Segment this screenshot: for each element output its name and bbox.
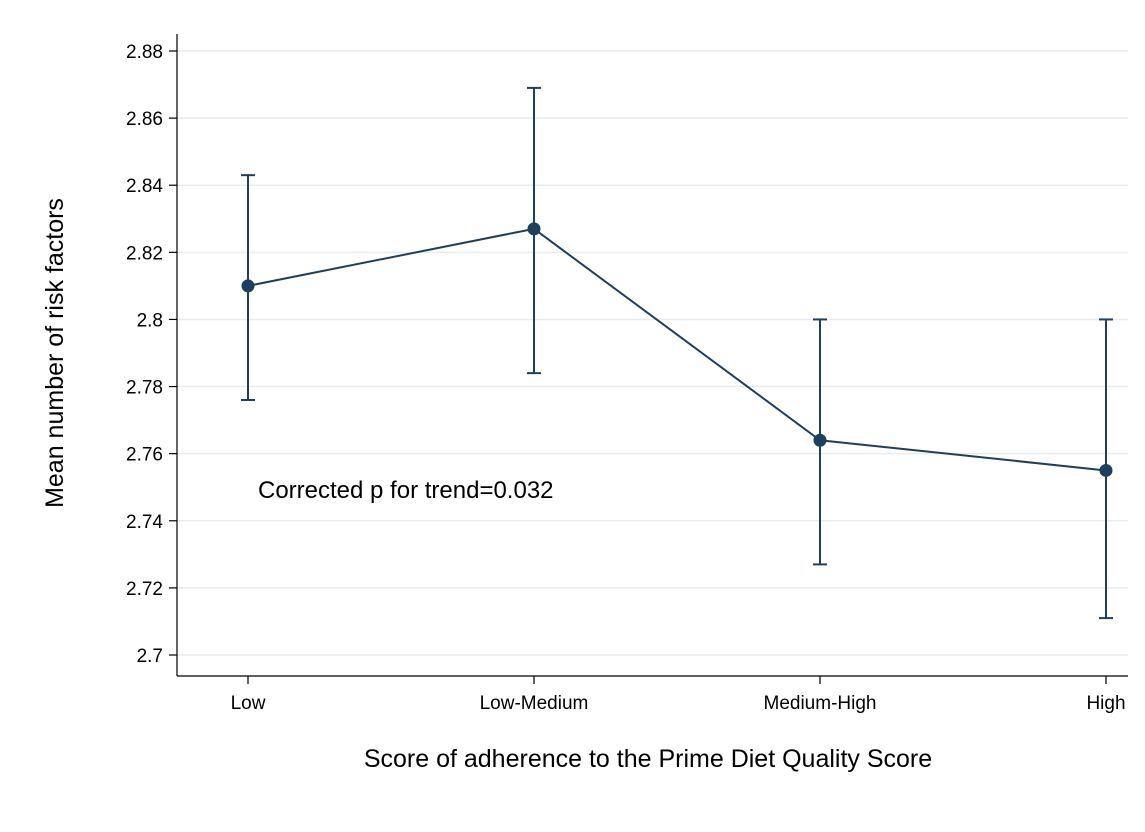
x-tick-label: Low xyxy=(231,693,266,714)
y-tick-label: 2.7 xyxy=(137,646,163,667)
y-axis-ticks: 2.7 2.72 2.74 2.76 2.78 2.8 2.82 2.84 2.86 2.88 xyxy=(126,42,177,667)
y-tick-label: 2.76 xyxy=(126,445,163,466)
data-point xyxy=(813,433,827,447)
data-point xyxy=(241,279,255,293)
x-axis-ticks: Low Low-Medium Medium-High High xyxy=(231,676,1126,714)
x-axis-title: Score of adherence to the Prime Diet Qua… xyxy=(364,745,932,773)
axes xyxy=(176,34,1128,677)
y-tick-label: 2.8 xyxy=(137,310,163,331)
x-tick-label: Medium-High xyxy=(764,693,877,714)
series-line-group xyxy=(247,227,1107,472)
y-tick-label: 2.82 xyxy=(126,243,163,264)
data-point xyxy=(1099,463,1113,477)
trend-annotation: Corrected p for trend=0.032 xyxy=(258,477,554,504)
y-tick-label: 2.88 xyxy=(126,42,163,63)
error-bars xyxy=(241,86,1113,620)
data-points xyxy=(241,222,1113,477)
y-tick-label: 2.78 xyxy=(126,378,163,399)
series-line xyxy=(247,227,1107,472)
y-tick-label: 2.86 xyxy=(126,109,163,130)
y-axis-title: Mean number of risk factors xyxy=(41,198,69,508)
x-tick-label: Low-Medium xyxy=(480,693,589,714)
y-tick-label: 2.84 xyxy=(126,176,163,197)
x-tick-label: High xyxy=(1086,693,1125,714)
y-tick-label: 2.74 xyxy=(126,512,163,533)
grid-lines xyxy=(177,50,1128,656)
data-point xyxy=(527,222,541,236)
y-tick-label: 2.72 xyxy=(126,579,163,600)
